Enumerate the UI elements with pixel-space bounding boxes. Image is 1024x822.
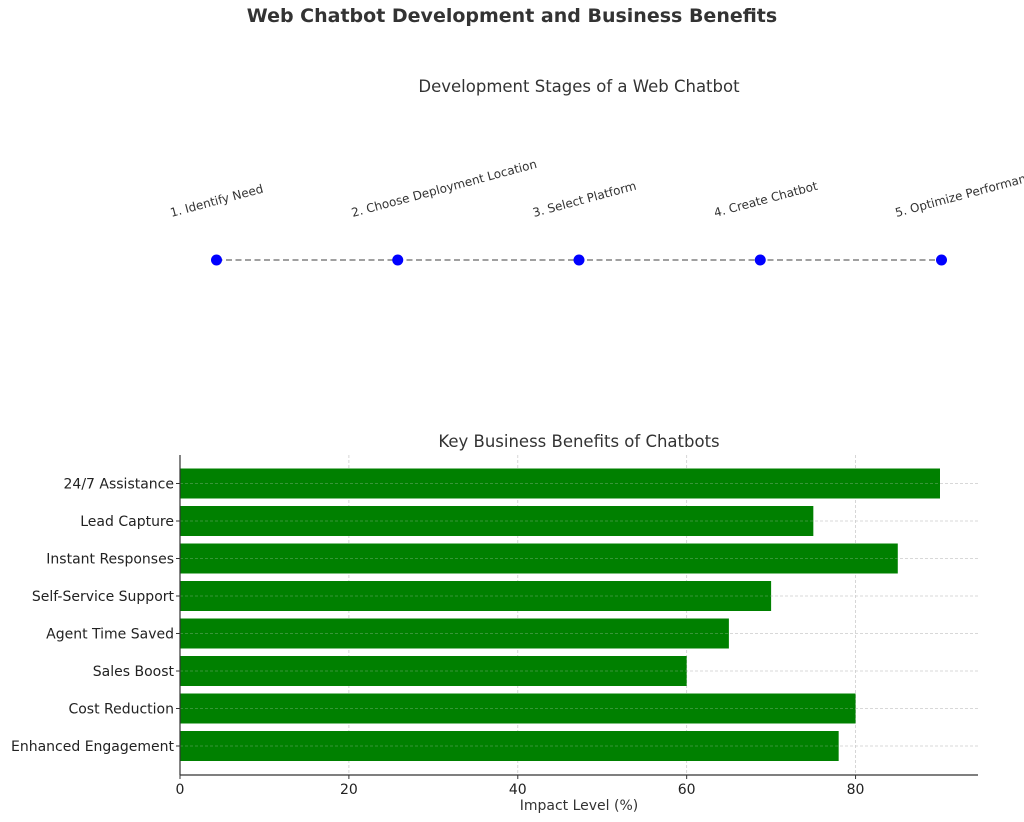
stage-label: 3. Select Platform — [531, 179, 638, 220]
bar — [180, 731, 839, 761]
y-tick-label: Enhanced Engagement — [11, 739, 175, 755]
bars — [180, 468, 940, 761]
x-tick-label: 80 — [847, 782, 865, 798]
y-tick-label: Instant Responses — [46, 552, 174, 568]
y-tick-label: Sales Boost — [93, 664, 175, 680]
stage-label: 1. Identify Need — [169, 182, 265, 220]
x-tick-label: 40 — [509, 782, 527, 798]
stage-marker — [573, 254, 585, 266]
y-tick-label: Lead Capture — [80, 514, 174, 530]
y-tick-label: 24/7 Assistance — [64, 477, 175, 493]
benefits-panel: Key Business Benefits of Chatbots 24/7 A… — [11, 432, 978, 814]
stages-panel: Development Stages of a Web Chatbot 1. I… — [169, 77, 1024, 266]
axes: 24/7 Assistance Lead Capture Instant Respo… — [11, 455, 978, 798]
x-tick-label: 60 — [678, 782, 696, 798]
stage-marker — [936, 254, 947, 266]
stage-marker — [392, 254, 404, 266]
stages-plot: 1. Identify Need 2. Choose Deployment Loc… — [169, 157, 1024, 266]
x-axis-label: Impact Level (%) — [520, 798, 639, 814]
x-tick-label: 0 — [176, 782, 185, 798]
benefits-chart-title: Key Business Benefits of Chatbots — [438, 432, 719, 451]
x-tick-label: 20 — [340, 782, 358, 798]
stage-label: 5. Optimize Performance — [894, 168, 1024, 220]
y-tick-label: Cost Reduction — [68, 702, 174, 718]
stages-chart-title: Development Stages of a Web Chatbot — [418, 77, 740, 96]
y-tick-label: Self-Service Support — [32, 589, 175, 605]
stage-marker — [754, 254, 766, 266]
grid — [180, 455, 978, 775]
figure-title: Web Chatbot Development and Business Ben… — [246, 5, 778, 27]
stage-label: 2. Choose Deployment Location — [350, 157, 538, 220]
y-tick-label: Agent Time Saved — [46, 627, 174, 643]
stage-label: 4. Create Chatbot — [712, 179, 819, 220]
stage-marker — [211, 254, 222, 266]
bar — [180, 543, 898, 574]
